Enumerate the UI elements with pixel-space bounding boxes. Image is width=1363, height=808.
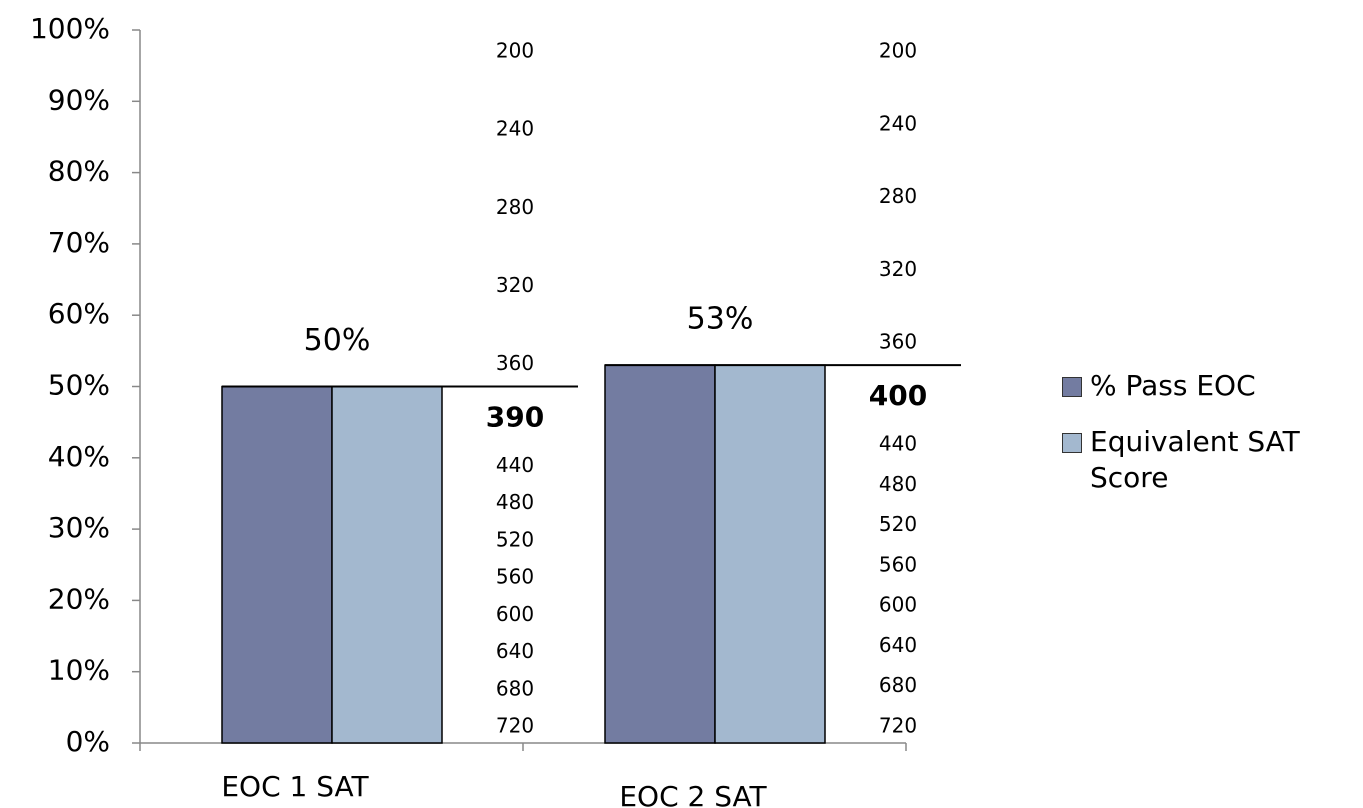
bar [604,364,716,744]
sat-scale-label: 360 [879,330,917,354]
sat-score: 390 [486,401,544,434]
y-tick-label: 30% [48,511,110,544]
sat-scale-label: 240 [879,111,917,135]
sat-scale-label: 720 [496,714,534,738]
sat-scale-label: 560 [496,565,534,589]
sat-scale-label: 200 [879,39,917,63]
sat-scale-label: 720 [879,714,917,738]
legend-swatch [1062,377,1082,397]
sat-scale-label: 440 [879,432,917,456]
sat-scale-label: 280 [879,184,917,208]
y-tick-label: 20% [48,582,110,615]
sat-scale-label: 560 [879,552,917,576]
sat-scale-label: 440 [496,453,534,477]
sat-scale-label: 280 [496,195,534,219]
sat-scale-label: 480 [496,490,534,514]
legend-label: Equivalent SAT Score [1090,425,1300,494]
x-tick-label: EOC 2 SAT [619,780,767,808]
sat-scale-label: 200 [496,39,534,63]
sat-scale-label: 520 [879,512,917,536]
sat-scale-label: 320 [879,257,917,281]
bar [714,364,826,744]
data-label: 50% [304,323,371,358]
sat-scale-label: 640 [879,633,917,657]
y-tick-label: 40% [48,440,110,473]
x-tick-label: EOC 1 SAT [221,770,369,803]
sat-scale-label: 600 [879,593,917,617]
legend-label: % Pass EOC [1090,369,1256,402]
data-label: 53% [687,302,754,337]
bar [221,385,333,744]
sat-scale-label: 680 [879,673,917,697]
sat-scale-label: 680 [496,676,534,700]
legend-swatch [1062,433,1082,453]
sat-scale-label: 640 [496,639,534,663]
sat-scale-label: 600 [496,602,534,626]
y-tick-label: 90% [48,83,110,116]
y-tick-label: 60% [48,297,110,330]
sat-scale-label: 320 [496,273,534,297]
legend: % Pass EOC Equivalent SAT Score [1062,368,1352,516]
sat-score: 400 [869,379,927,412]
y-tick-label: 0% [66,725,110,758]
y-tick-label: 50% [48,369,110,402]
y-tick-label: 10% [48,654,110,687]
legend-item: Equivalent SAT Score [1062,424,1352,496]
y-tick-label: 80% [48,155,110,188]
y-tick-label: 100% [30,12,110,45]
sat-scale-label: 240 [496,117,534,141]
legend-item: % Pass EOC [1062,368,1352,404]
y-tick-label: 70% [48,226,110,259]
bar [331,385,443,744]
sat-scale-label: 360 [496,351,534,375]
sat-scale-label: 520 [496,527,534,551]
sat-scale-label: 480 [879,472,917,496]
